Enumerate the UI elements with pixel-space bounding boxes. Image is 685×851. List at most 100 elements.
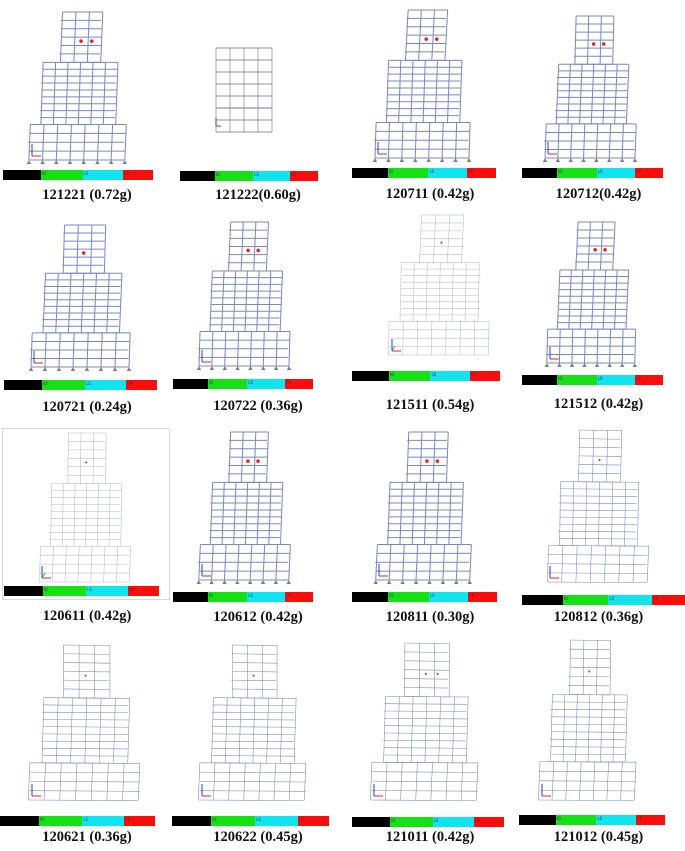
colorbar-segment: CP xyxy=(297,816,329,826)
hinge-state-colorbar: IO LS CP xyxy=(522,595,685,605)
colorbar-tick-label: LS xyxy=(248,380,253,385)
colorbar-tick-label: IO xyxy=(389,593,394,598)
axis-triad-icon xyxy=(201,564,211,577)
colorbar-tick-label: IO xyxy=(215,172,220,177)
panel-caption: 120611 (0.42g) xyxy=(42,608,132,624)
plastic-hinge-marker xyxy=(440,241,443,244)
colorbar-segment: LS xyxy=(247,592,285,602)
colorbar-segment: CP xyxy=(634,168,663,178)
colorbar-tick-label: CP xyxy=(468,593,475,598)
hinge-state-colorbar: IO LS CP xyxy=(522,168,663,178)
building-frame xyxy=(198,644,307,801)
colorbar-tick-label: IO xyxy=(41,171,46,176)
colorbar-tick-label: CP xyxy=(636,816,642,821)
plastic-hinge-marker xyxy=(79,39,83,43)
colorbar-segment: LS xyxy=(82,816,124,826)
panel-caption: 120712(0.42g) xyxy=(555,186,642,202)
plastic-hinge-marker xyxy=(436,672,439,675)
colorbar-tick-label: LS xyxy=(597,376,603,381)
colorbar-tick-label: CP xyxy=(128,587,135,592)
plastic-hinge-marker xyxy=(435,459,440,463)
colorbar-segment: IO xyxy=(208,379,248,389)
colorbar-tick-label: LS xyxy=(87,587,92,592)
colorbar-tick-label: CP xyxy=(124,171,130,176)
hinge-state-colorbar: IO LS CP xyxy=(352,592,497,602)
colorbar-segment xyxy=(352,592,389,602)
colorbar-tick-label: CP xyxy=(635,376,641,381)
hinge-state-colorbar: IO LS CP xyxy=(352,817,504,827)
colorbar-segment: LS xyxy=(82,170,123,180)
plastic-hinge-marker xyxy=(425,459,429,463)
panel-caption: 120721 (0.24g) xyxy=(42,399,132,415)
colorbar-segment xyxy=(352,817,390,827)
axis-triad-icon xyxy=(33,351,43,364)
axis-triad-icon xyxy=(549,566,559,579)
plastic-hinge-marker xyxy=(256,459,260,463)
plastic-hinge-marker xyxy=(603,248,607,252)
plastic-hinge-marker xyxy=(591,42,596,46)
colorbar-tick-label: CP xyxy=(635,169,641,174)
base-supports xyxy=(373,580,472,584)
colorbar-tick-label: CP xyxy=(285,380,292,385)
colorbar-segment xyxy=(0,816,39,826)
panel-caption: 121012 (0.45g) xyxy=(553,829,644,845)
colorbar-tick-label: IO xyxy=(563,596,569,601)
colorbar-tick-label: CP xyxy=(474,818,480,823)
panel-caption: 120811 (0.30g) xyxy=(385,609,475,625)
panel-caption: 120722 (0.36g) xyxy=(213,398,303,414)
colorbar-tick-label: CP xyxy=(468,169,474,174)
axis-triad-icon xyxy=(41,566,51,579)
colorbar-segment: CP xyxy=(470,371,500,381)
colorbar-segment: LS xyxy=(428,592,468,602)
axis-triad-icon xyxy=(541,784,551,797)
panel-caption: 121511 (0.54g) xyxy=(385,397,475,413)
hinge-state-colorbar: IO LS CP xyxy=(519,815,665,825)
colorbar-segment: IO xyxy=(557,375,597,385)
colorbar-segment: LS xyxy=(596,375,635,385)
colorbar-tick-label: LS xyxy=(433,818,439,823)
colorbar-tick-label: LS xyxy=(597,816,603,821)
colorbar-segment: IO xyxy=(211,816,256,826)
colorbar-segment: CP xyxy=(126,380,157,390)
colorbar-segment: LS xyxy=(596,168,635,178)
plastic-hinge-marker xyxy=(252,674,255,677)
plastic-hinge-marker xyxy=(84,674,87,677)
colorbar-tick-label: IO xyxy=(558,376,563,381)
colorbar-segment: IO xyxy=(562,595,609,605)
panel-caption: 120711 (0.42g) xyxy=(385,186,475,202)
panel-caption: 120812 (0.36g) xyxy=(553,609,644,625)
building-frame xyxy=(538,639,637,801)
base-supports xyxy=(196,580,291,584)
colorbar-segment: IO xyxy=(42,380,86,390)
building-frame xyxy=(370,642,479,801)
colorbar-tick-label: LS xyxy=(256,817,261,822)
colorbar-tick-label: IO xyxy=(39,817,45,822)
colorbar-segment: IO xyxy=(42,586,87,596)
colorbar-segment: CP xyxy=(123,816,155,826)
colorbar-segment: CP xyxy=(467,168,496,178)
plastic-hinge-marker xyxy=(256,248,260,253)
colorbar-tick-label: CP xyxy=(298,817,304,822)
colorbar-tick-label: LS xyxy=(83,171,89,176)
colorbar-segment xyxy=(522,595,563,605)
panel-caption: 120612 (0.42g) xyxy=(213,609,303,625)
colorbar-segment: IO xyxy=(388,592,429,602)
panel-caption: 121011 (0.42g) xyxy=(385,829,475,845)
building-frame xyxy=(544,15,637,159)
plastic-hinge-marker xyxy=(424,672,427,675)
colorbar-tick-label: IO xyxy=(209,380,214,385)
